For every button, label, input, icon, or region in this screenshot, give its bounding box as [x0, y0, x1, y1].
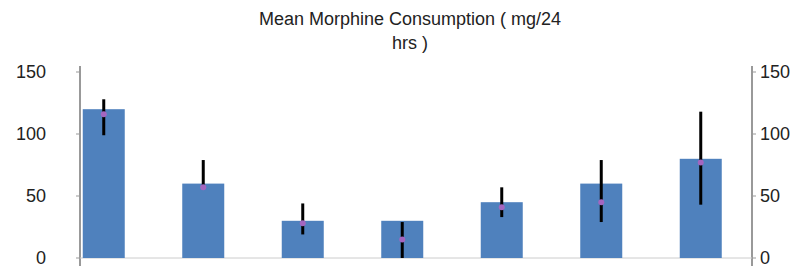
error-bar — [600, 160, 603, 222]
y-tick-label: 0 — [36, 248, 46, 268]
bar — [182, 184, 224, 258]
y2-tick-label: 0 — [760, 248, 770, 268]
plot — [83, 99, 722, 258]
y2-tick-label: 100 — [760, 124, 790, 144]
error-bar — [500, 187, 503, 217]
y-tick — [76, 134, 80, 135]
y2-tick — [752, 134, 756, 135]
error-bar — [301, 203, 304, 234]
y-axis — [79, 66, 81, 266]
y2-tick-label: 50 — [760, 186, 780, 206]
error-bar — [202, 160, 205, 186]
y2-tick — [752, 258, 756, 259]
y2-tick-label: 150 — [760, 62, 790, 82]
error-bar — [699, 112, 702, 205]
error-bar — [102, 99, 105, 135]
y-tick — [76, 196, 80, 197]
y-tick-label: 50 — [26, 186, 46, 206]
y-tick-label: 150 — [16, 62, 46, 82]
y2-tick — [752, 72, 756, 73]
y-tick-label: 100 — [16, 124, 46, 144]
title: Mean Morphine Consumption ( mg/24 — [259, 9, 561, 29]
mean-point — [101, 111, 107, 117]
title: hrs ) — [392, 33, 428, 53]
mean-point — [300, 220, 306, 226]
mean-point — [499, 204, 505, 210]
y2-tick — [752, 196, 756, 197]
mean-point — [200, 184, 206, 190]
bar — [381, 221, 423, 258]
y2-axis — [751, 66, 753, 266]
y-tick — [76, 258, 80, 259]
mean-point — [698, 160, 704, 166]
y-tick — [76, 72, 80, 73]
mean-point — [598, 199, 604, 205]
chart: Mean Morphine Consumption ( mg/24 hrs ) 0 5… — [0, 0, 809, 268]
mean-point — [399, 236, 405, 242]
